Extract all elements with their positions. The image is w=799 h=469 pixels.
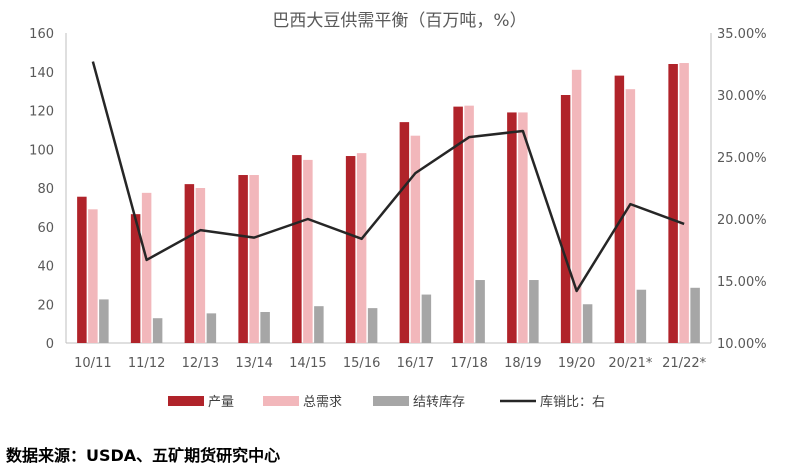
bar-ending-stock xyxy=(367,308,378,343)
bar-production xyxy=(399,122,410,343)
bar-ending-stock xyxy=(582,304,593,343)
bar-ending-stock xyxy=(475,280,485,343)
bar-production xyxy=(130,214,141,343)
bar-production xyxy=(614,75,625,343)
left-tick-label: 20 xyxy=(37,298,54,313)
bar-production xyxy=(560,95,571,343)
legend-label: 结转库存 xyxy=(413,394,465,410)
bar-demand xyxy=(356,153,367,343)
bar-demand xyxy=(195,188,206,343)
left-tick-label: 80 xyxy=(37,182,54,197)
legend-swatch xyxy=(263,396,299,406)
left-tick-label: 120 xyxy=(29,105,54,120)
x-tick-label: 17/18 xyxy=(450,356,487,371)
right-tick-label: 15.00% xyxy=(717,275,767,290)
bar-production xyxy=(345,156,356,343)
x-tick-label: 13/14 xyxy=(235,356,272,371)
bar-ending-stock xyxy=(421,294,432,343)
bar-ending-stock xyxy=(99,299,109,343)
legend-swatch xyxy=(168,396,204,406)
bar-production xyxy=(77,196,87,343)
left-tick-label: 160 xyxy=(29,27,54,42)
bar-ending-stock xyxy=(260,312,270,343)
left-tick-label: 60 xyxy=(37,221,54,236)
source-note: 数据来源：USDA、五矿期货研究中心 xyxy=(6,446,281,465)
bar-demand xyxy=(625,89,636,343)
bar-production xyxy=(668,64,678,343)
x-tick-label: 12/13 xyxy=(182,356,219,371)
bar-demand xyxy=(410,135,421,343)
bar-production xyxy=(292,155,302,343)
legend-swatch xyxy=(373,396,409,406)
left-tick-label: 100 xyxy=(29,143,54,158)
bar-production xyxy=(238,175,248,343)
bar-ending-stock xyxy=(636,289,647,343)
x-tick-label: 11/12 xyxy=(128,356,165,371)
right-tick-label: 20.00% xyxy=(717,213,767,228)
bar-demand xyxy=(571,69,582,343)
x-tick-label: 18/19 xyxy=(504,356,541,371)
x-tick-label: 21/22* xyxy=(662,356,706,371)
bar-demand xyxy=(679,63,689,343)
right-tick-label: 35.00% xyxy=(717,27,767,42)
bar-demand xyxy=(303,159,313,343)
legend-label: 产量 xyxy=(208,395,234,410)
bar-production xyxy=(507,112,517,343)
bar-ending-stock xyxy=(314,306,324,343)
bar-demand xyxy=(464,105,474,343)
stock-to-use-line xyxy=(91,61,685,293)
bar-demand xyxy=(518,112,528,343)
x-tick-label: 16/17 xyxy=(397,356,434,371)
right-tick-label: 30.00% xyxy=(717,89,767,104)
bar-demand xyxy=(88,209,98,343)
bar-ending-stock xyxy=(206,313,217,343)
bar-ending-stock xyxy=(152,318,163,343)
x-tick-label: 20/21* xyxy=(608,356,652,371)
bar-production xyxy=(184,184,195,343)
right-tick-label: 25.00% xyxy=(717,151,767,166)
legend-label: 总需求 xyxy=(303,395,342,410)
left-tick-label: 0 xyxy=(46,337,54,352)
bar-demand xyxy=(249,175,259,343)
left-tick-label: 140 xyxy=(29,66,54,81)
legend-label: 库销比：右 xyxy=(540,394,605,410)
bar-production xyxy=(453,106,463,343)
x-tick-label: 14/15 xyxy=(289,356,326,371)
bar-ending-stock xyxy=(690,287,700,343)
x-tick-label: 10/11 xyxy=(74,356,111,371)
right-tick-label: 10.00% xyxy=(717,337,767,352)
chart-title: 巴西大豆供需平衡（百万吨，%） xyxy=(272,11,527,31)
left-tick-label: 40 xyxy=(37,260,54,275)
x-tick-label: 15/16 xyxy=(343,356,380,371)
bar-ending-stock xyxy=(529,280,539,343)
x-tick-label: 19/20 xyxy=(558,356,595,371)
bar-demand xyxy=(141,192,152,343)
